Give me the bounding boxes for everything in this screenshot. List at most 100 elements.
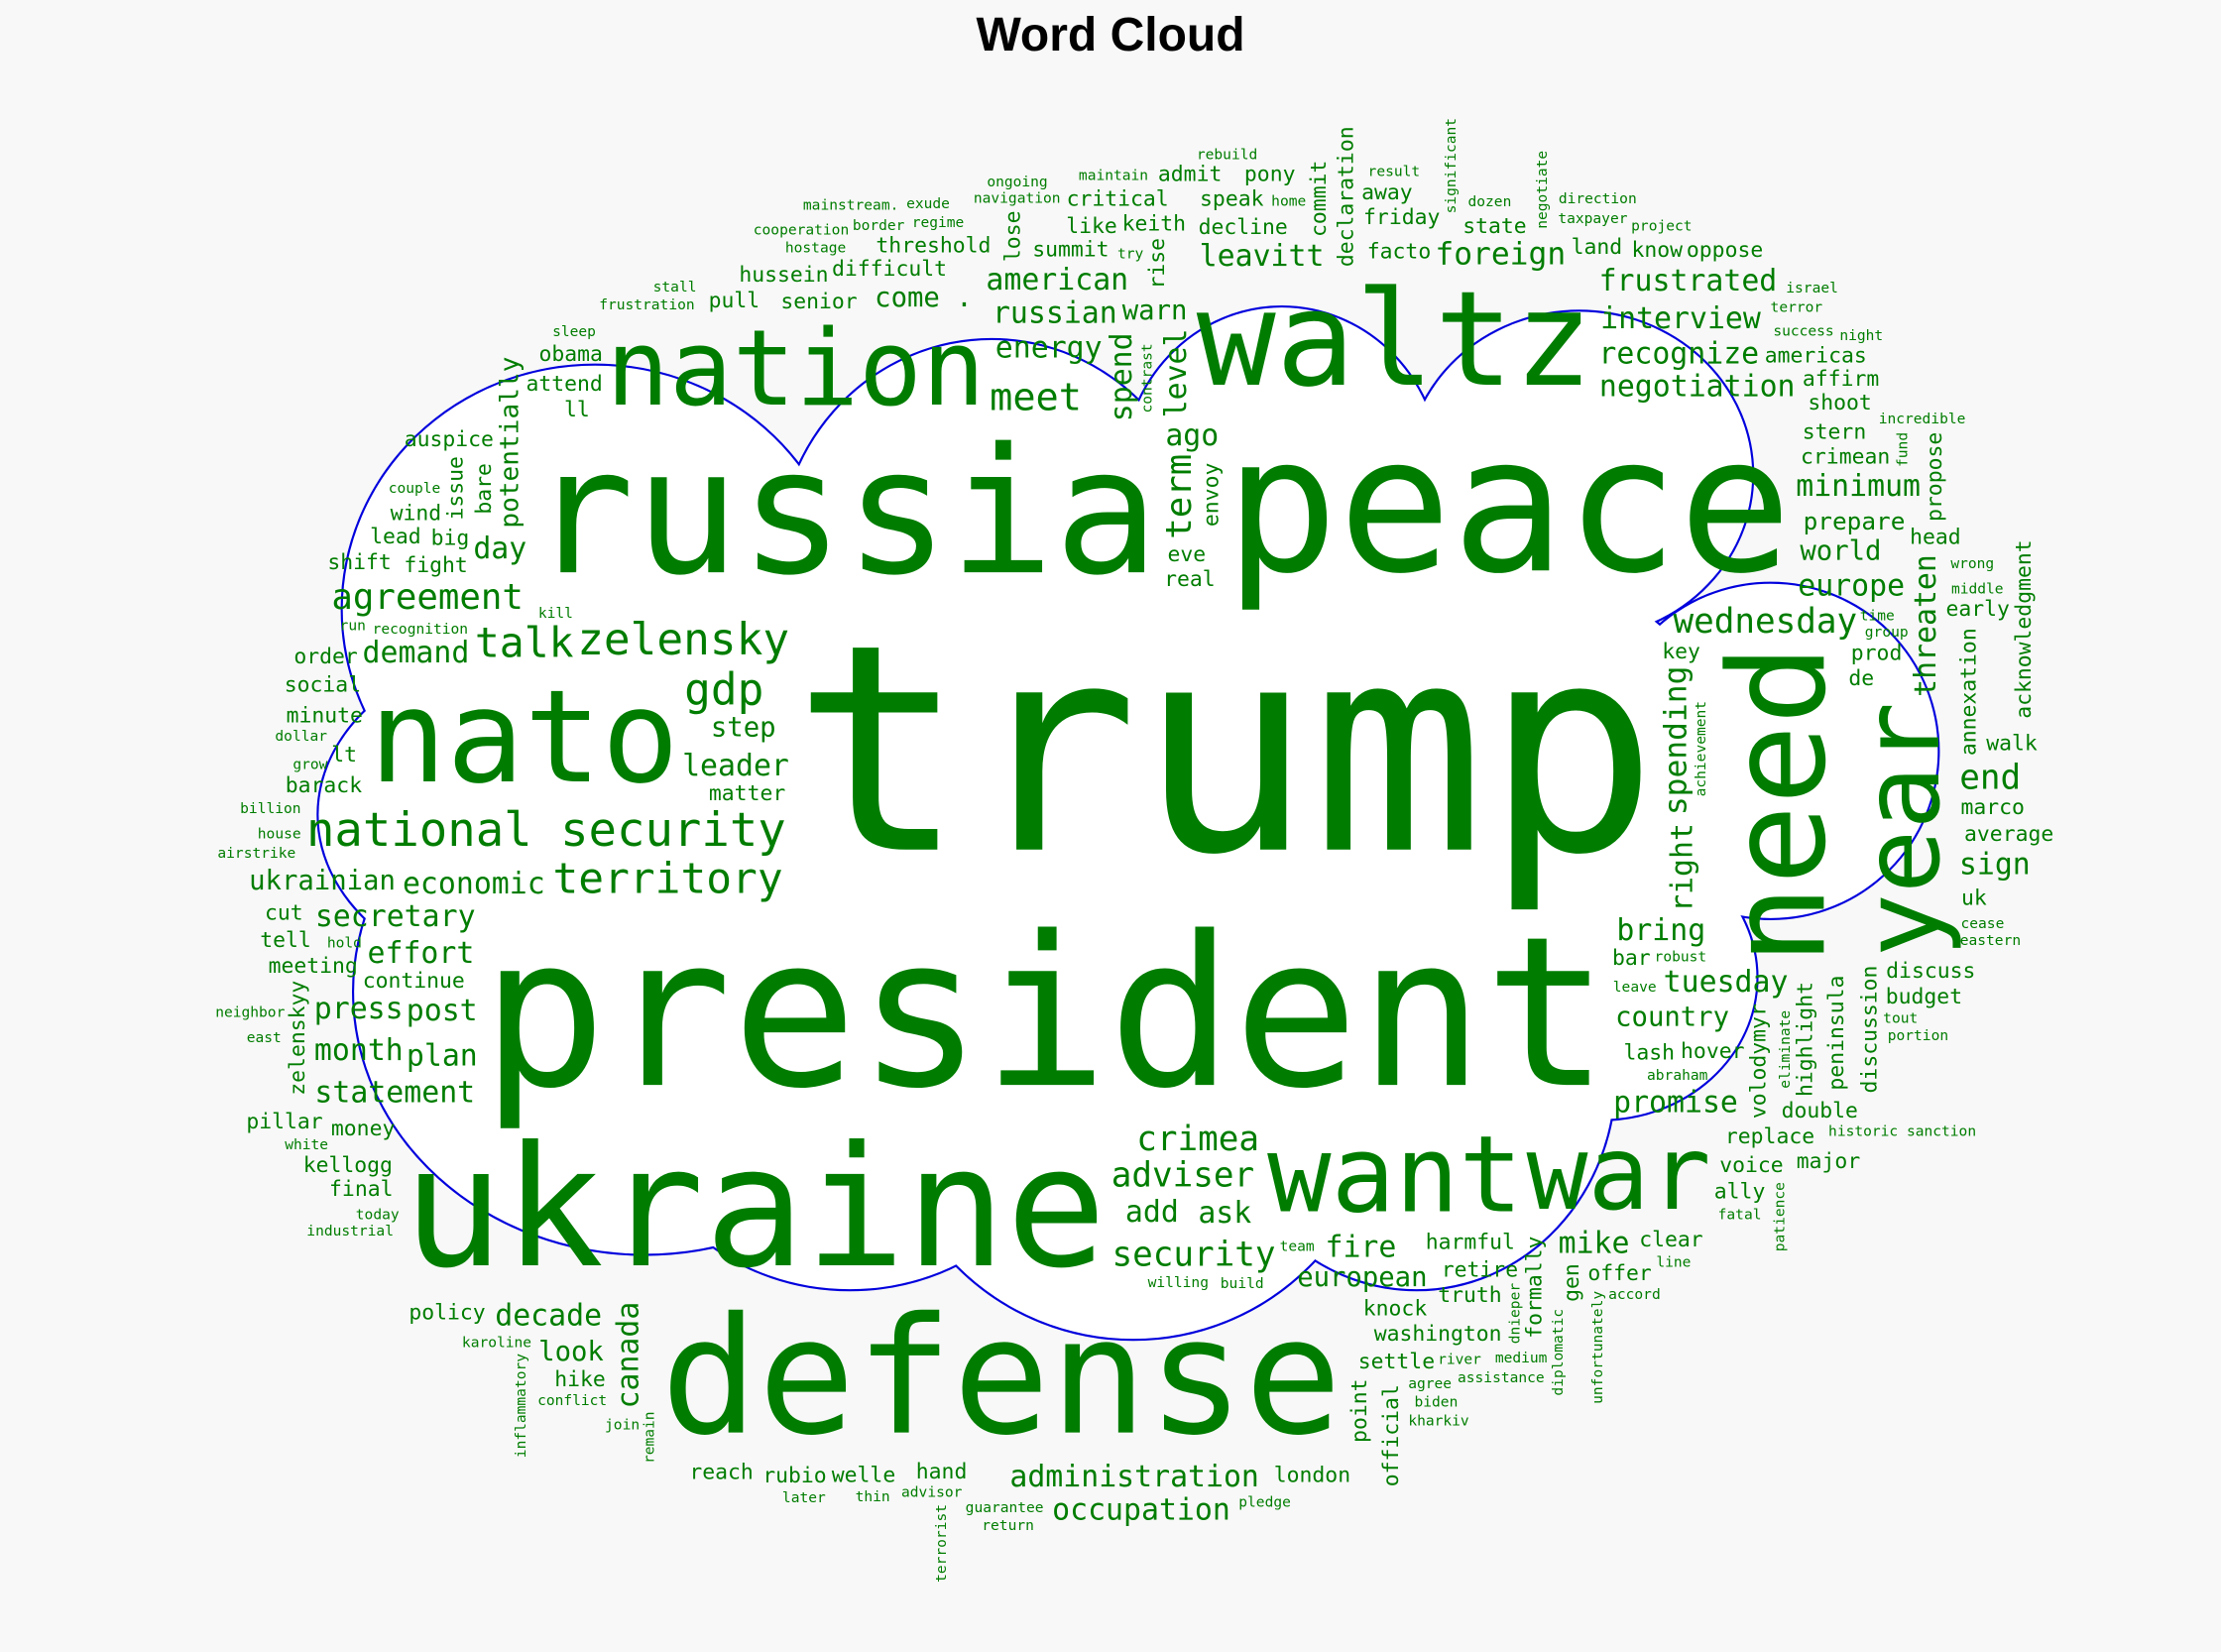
word-later: later: [782, 1489, 826, 1506]
word-border: border: [853, 217, 905, 234]
word-london: london: [1274, 1463, 1350, 1487]
word-unfortunately: unfortunately: [1589, 1291, 1606, 1404]
word-need: need: [1699, 645, 1855, 965]
word-major: major: [1797, 1149, 1861, 1174]
word-rubio: rubio: [762, 1464, 826, 1488]
word-eve: eve: [1168, 542, 1207, 567]
word-hover: hover: [1681, 1039, 1745, 1064]
word-double: double: [1782, 1099, 1858, 1123]
word-propose: propose: [1923, 432, 1947, 522]
word-zelenskyy: zelenskyy: [286, 981, 310, 1096]
word-average: average: [1964, 822, 2053, 847]
word-build: build: [1221, 1275, 1264, 1292]
word-meeting: meeting: [269, 954, 358, 979]
word-negotiate: negotiate: [1534, 151, 1551, 229]
word-advisor: advisor: [901, 1483, 963, 1500]
word-harmful: harmful: [1426, 1231, 1515, 1255]
word-billion: billion: [240, 800, 300, 817]
word-summit: summit: [1032, 238, 1109, 263]
word-stern: stern: [1803, 419, 1866, 444]
word-matter: matter: [709, 781, 785, 806]
word-frustrated: frustrated: [1599, 264, 1778, 298]
word-agree: agree: [1408, 1375, 1452, 1392]
word-kharkiv: kharkiv: [1408, 1413, 1469, 1430]
word-historic-sanction: historic sanction: [1828, 1123, 1976, 1140]
word-land: land: [1572, 235, 1623, 260]
word-gdp: gdp: [684, 665, 763, 716]
word-retire: retire: [1442, 1257, 1518, 1282]
word-team: team: [1280, 1239, 1315, 1255]
word-world: world: [1800, 536, 1881, 567]
word-walk: walk: [1986, 731, 2038, 756]
word-highlight: highlight: [1793, 982, 1817, 1097]
word-kill: kill: [538, 605, 573, 622]
word-official: official: [1379, 1384, 1404, 1486]
word-tell: tell: [260, 928, 311, 953]
word-reach: reach: [689, 1460, 753, 1484]
word-lash: lash: [1624, 1041, 1676, 1066]
word-final: final: [329, 1177, 393, 1202]
word-white: white: [285, 1136, 328, 1153]
word-effort: effort: [368, 936, 475, 971]
word-affirm: affirm: [1803, 367, 1879, 392]
word-hike: hike: [554, 1367, 606, 1392]
word-head: head: [1910, 526, 1961, 550]
word-ago: ago: [1165, 418, 1219, 453]
word-pillar: pillar: [246, 1110, 322, 1134]
word-shift: shift: [327, 550, 391, 575]
word-shoot: shoot: [1808, 391, 1871, 415]
word-abraham: abraham: [1647, 1067, 1708, 1084]
word-cut: cut: [265, 900, 303, 925]
word-middle: middle: [1951, 581, 2004, 598]
word-result: result: [1368, 164, 1421, 180]
word-truth: truth: [1438, 1283, 1501, 1308]
word-point: point: [1347, 1378, 1372, 1442]
word-house: house: [258, 826, 301, 843]
word-term: term: [1159, 454, 1200, 539]
word-direction: direction: [1559, 190, 1637, 207]
word-right: right: [1666, 823, 1700, 912]
word-tout: tout: [1883, 1010, 1918, 1027]
word-terrorist: terrorist: [933, 1504, 950, 1583]
word-peninsula: peninsula: [1824, 976, 1849, 1091]
word-rebuild: rebuild: [1197, 146, 1257, 163]
word-economic: economic: [403, 867, 545, 901]
word-navigation: navigation: [974, 189, 1061, 206]
word-difficult: difficult: [832, 257, 947, 282]
cloud-outline-lobe: [1122, 307, 1441, 643]
word-east: east: [247, 1029, 282, 1046]
word-pony: pony: [1244, 163, 1296, 187]
word-rise: rise: [1145, 238, 1170, 290]
word-industrial: industrial: [306, 1223, 394, 1239]
cloud-outline-lobe: [1406, 311, 1753, 638]
word-end: end: [1959, 758, 2021, 797]
word-energy: energy: [995, 331, 1103, 366]
word-minimum: minimum: [1796, 469, 1921, 504]
word-plan: plan: [407, 1039, 478, 1074]
word-trump: trump: [792, 584, 1658, 918]
word-sign: sign: [1959, 848, 2031, 883]
word-accord: accord: [1608, 1286, 1661, 1303]
word-run: run: [340, 617, 366, 634]
word-discussion: discussion: [1858, 966, 1883, 1094]
word-marco: marco: [1960, 795, 2024, 820]
word-policy: policy: [409, 1301, 485, 1326]
word-agreement: agreement: [331, 577, 523, 618]
word-grow: grow: [292, 756, 327, 772]
word-uk: uk: [1961, 886, 1987, 911]
word-portion: portion: [1888, 1027, 1948, 1044]
word-american: american: [986, 263, 1128, 297]
word-canada: canada: [612, 1302, 646, 1409]
word-peace: peace: [1225, 396, 1792, 615]
word-voice: voice: [1719, 1153, 1783, 1178]
word-attend: attend: [526, 372, 602, 397]
word-order: order: [293, 645, 358, 669]
word-oppose: oppose: [1687, 238, 1763, 263]
word-ukraine: ukraine: [403, 1111, 1107, 1305]
word-medium: medium: [1495, 1350, 1548, 1366]
word-potentially: potentially: [496, 357, 526, 529]
word-day: day: [473, 531, 526, 566]
word-welle: welle: [832, 1463, 895, 1487]
word-frustration: frustration: [599, 296, 694, 313]
